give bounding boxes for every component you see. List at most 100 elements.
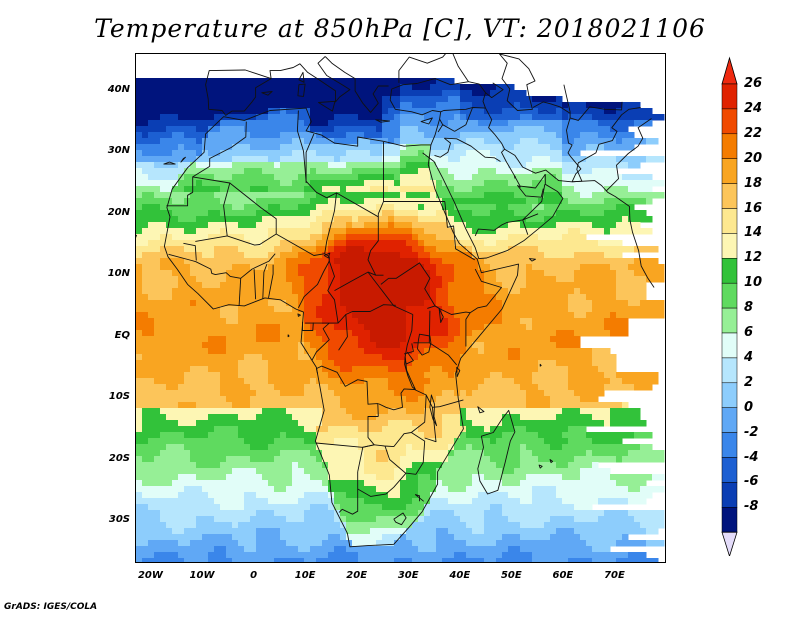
- colorbar-tick-label: 2: [744, 374, 754, 390]
- island-outline: [318, 100, 336, 112]
- map-frame: [135, 53, 666, 563]
- colorbar-tick-label: 6: [744, 325, 754, 340]
- country-border: [367, 141, 384, 276]
- longitude-tick-label: 10E: [294, 570, 316, 581]
- colorbar-tick-label: -4: [744, 449, 759, 465]
- lake-outline: [417, 333, 432, 356]
- latitude-tick-label: 20S: [108, 452, 130, 464]
- island-outline: [456, 366, 461, 378]
- country-border: [439, 118, 444, 125]
- island-outline: [549, 459, 554, 464]
- colorbar-segment: [721, 208, 738, 234]
- colorbar: [721, 56, 738, 556]
- island-outline: [297, 83, 306, 97]
- island-outline: [297, 313, 301, 317]
- colorbar-tick-label: 8: [744, 300, 754, 316]
- country-border: [238, 278, 242, 306]
- country-border: [605, 118, 652, 192]
- country-border: [405, 351, 414, 365]
- colorbar-segment: [721, 158, 738, 184]
- longitude-tick-label: 60E: [552, 570, 574, 581]
- colorbar-tick-label: 4: [744, 349, 754, 365]
- country-border: [428, 310, 458, 366]
- colorbar-segment: [721, 407, 738, 433]
- country-border: [268, 264, 274, 298]
- country-border: [380, 262, 441, 310]
- country-border: [522, 184, 546, 221]
- levant-turkey-coastline: [389, 78, 469, 146]
- lake-outline: [438, 307, 444, 323]
- country-border: [569, 101, 623, 121]
- credit-text: GrADS: IGES/COLA: [4, 602, 98, 612]
- country-border: [424, 407, 437, 443]
- colorbar-tick-label: 16: [744, 200, 763, 216]
- africa-coastline: [163, 107, 519, 548]
- longitude-tick-label: 0: [250, 570, 258, 581]
- colorbar-tick-label: 22: [744, 125, 763, 141]
- lake-outline: [404, 357, 416, 390]
- country-border: [296, 110, 327, 199]
- colorbar-tick-label: 18: [744, 175, 763, 191]
- colorbar-segment: [721, 233, 738, 259]
- country-border: [367, 271, 413, 315]
- country-border: [393, 512, 407, 526]
- colorbar-tick-label: -8: [744, 499, 759, 515]
- country-outlines: [136, 54, 655, 548]
- black-sea-coastline: [398, 54, 469, 83]
- colorbar-over-triangle: [721, 56, 738, 85]
- country-border: [425, 394, 464, 408]
- longitude-tick-label: 10W: [189, 570, 215, 581]
- colorbar-tick-label: -2: [744, 424, 759, 440]
- colorbar-tick-label: 14: [744, 225, 763, 241]
- country-border: [403, 343, 414, 355]
- country-border: [315, 365, 379, 417]
- country-border: [338, 314, 348, 351]
- colorbar-tick-label: 24: [744, 100, 763, 116]
- country-border: [275, 233, 325, 256]
- colorbar-segment: [721, 382, 738, 408]
- temperature-map: [136, 54, 665, 562]
- map-title: Temperature at 850hPa [C], VT: 201802110…: [94, 14, 706, 43]
- colorbar-segment: [721, 507, 738, 533]
- country-border: [338, 471, 359, 515]
- madagascar-coastline: [477, 409, 516, 495]
- country-border: [297, 256, 330, 309]
- country-border: [337, 304, 396, 324]
- colorbar-segment: [721, 432, 738, 458]
- latitude-tick-label: 10S: [108, 391, 130, 403]
- island-outline: [513, 175, 516, 179]
- country-border: [192, 176, 231, 242]
- country-border: [262, 263, 268, 299]
- caspian-coastline: [499, 54, 536, 111]
- country-border: [311, 322, 330, 361]
- country-border: [572, 107, 641, 183]
- temperature-field: [136, 78, 665, 562]
- island-outline: [528, 258, 536, 262]
- country-border: [334, 271, 376, 291]
- colorbar-segment: [721, 307, 738, 334]
- iran-coast-coastline: [504, 148, 655, 288]
- lake-outline: [323, 252, 331, 259]
- country-border: [374, 388, 427, 448]
- island-outline: [420, 117, 433, 125]
- island-outline: [298, 71, 305, 83]
- island-outline: [261, 91, 273, 96]
- island-outline: [375, 119, 391, 123]
- country-border: [209, 121, 247, 167]
- country-border: [454, 107, 506, 150]
- latitude-tick-label: 10N: [107, 268, 130, 280]
- colorbar-segment: [721, 258, 738, 284]
- latitude-tick-label: 30N: [107, 145, 130, 157]
- country-border: [517, 185, 544, 198]
- adriatic-east-coastline: [324, 56, 389, 113]
- island-outline: [287, 334, 290, 338]
- country-border: [183, 242, 197, 261]
- country-border: [302, 321, 314, 331]
- colorbar-segment: [721, 482, 738, 508]
- country-border: [414, 494, 424, 502]
- colorbar-segment: [721, 183, 738, 209]
- longitude-tick-label: 20E: [346, 570, 368, 581]
- iberia-south-coastline: [207, 78, 272, 116]
- colorbar-segment: [721, 108, 738, 135]
- island-outline: [538, 464, 543, 469]
